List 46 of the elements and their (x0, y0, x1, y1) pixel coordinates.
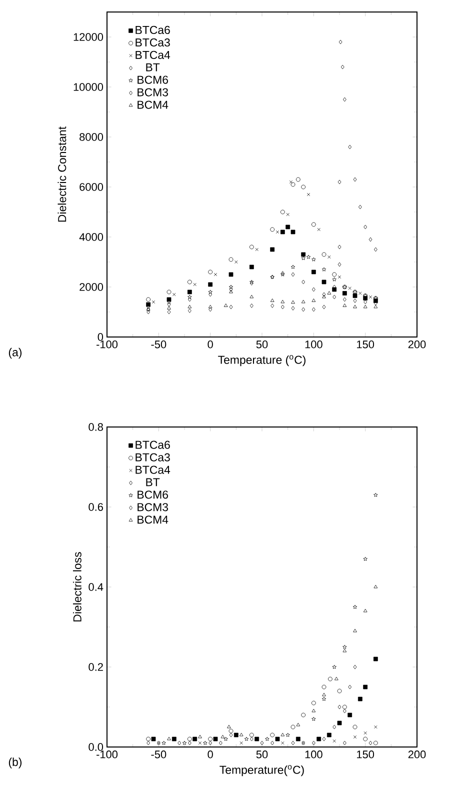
y-tick-label: 8000 (80, 133, 104, 141)
y-tick-label: 0 (98, 333, 104, 341)
legend-label: BT (146, 478, 160, 486)
x-tick-label: -50 (151, 340, 166, 348)
x-axis-title: Temperature($^{o}$C) (220, 765, 304, 776)
legend-label: BCM6 (138, 490, 168, 499)
x-tick-label: -100 (96, 750, 118, 758)
x-tick-label: 0 (208, 340, 213, 348)
x-tick-label: 100 (305, 750, 322, 758)
y-tick-label: 2000 (80, 283, 104, 291)
y-axis-title: Dielectric Constant (58, 126, 66, 222)
x-tick-label: 150 (357, 340, 374, 348)
y-tick-label: 4000 (79, 233, 104, 241)
y-tick-label: 10000 (74, 83, 104, 91)
x-tick-label: 150 (357, 750, 374, 758)
legend-label: BCM4 (138, 100, 168, 109)
x-tick-label: 0 (208, 750, 213, 758)
y-axis-title: Dielectric loss (72, 552, 82, 622)
x-axis-title: Temperature ($^{o}$C) (218, 355, 306, 366)
legend-label: BCM6 (138, 76, 168, 84)
legend-label: BTCa3 (136, 453, 170, 462)
x-tick-label: 100 (305, 340, 322, 348)
x-tick-label: 200 (408, 750, 426, 758)
legend-label: BTCa3 (136, 38, 170, 47)
y-tick-label: 0.0 (88, 743, 104, 751)
y-tick-label: 0.6 (88, 503, 103, 511)
x-tick-label: 200 (408, 340, 426, 348)
y-tick-label: 0.4 (88, 583, 104, 591)
y-tick-label: 0.2 (88, 663, 103, 671)
y-tick-label: 12000 (74, 33, 104, 41)
legend-label: BTCa6 (136, 26, 170, 34)
x-tick-label: -50 (151, 750, 166, 758)
x-tick-label: 50 (256, 750, 268, 758)
legend-label: BCM3 (138, 503, 168, 512)
x-tick-label: 50 (256, 340, 268, 348)
y-tick-label: 6000 (80, 183, 104, 191)
y-tick-label: 0.8 (88, 423, 103, 431)
legend-label: BTCa4 (136, 50, 170, 59)
text: (a) (8, 348, 22, 359)
legend-label: BTCa4 (136, 466, 170, 474)
legend-label: BT (146, 63, 160, 72)
legend-label: BCM3 (138, 88, 168, 96)
legend-label: BTCa6 (136, 440, 170, 449)
x-tick-label: -100 (96, 340, 118, 348)
legend-label: BCM4 (138, 516, 168, 524)
text: (b) (8, 758, 22, 768)
